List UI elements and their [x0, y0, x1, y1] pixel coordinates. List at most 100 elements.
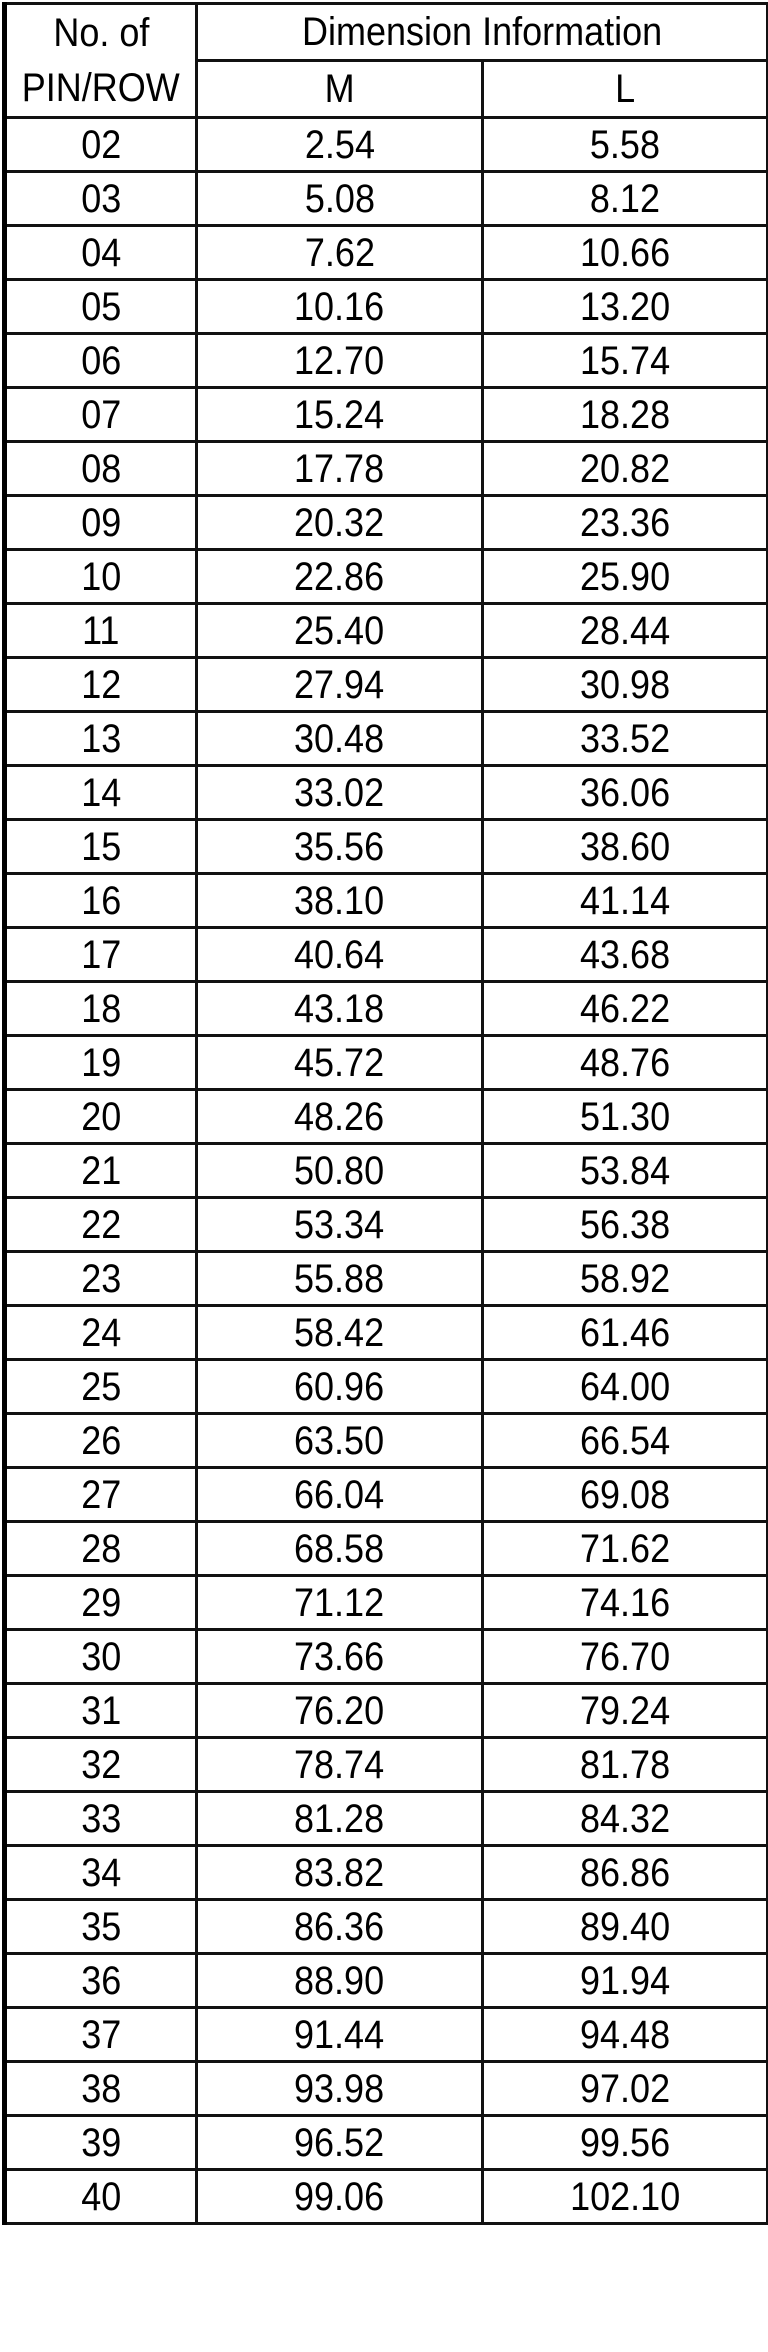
cell-m-value: 60.96	[294, 1364, 385, 1409]
cell-l-value: 46.22	[579, 986, 671, 1031]
cell-l-value: 23.36	[579, 500, 671, 545]
cell-pins-value: 33	[80, 1796, 122, 1841]
table-row: 21 50.80 53.84	[3, 1142, 768, 1199]
cell-l: 20.82	[481, 440, 768, 497]
cell-m-value: 88.90	[294, 1958, 385, 2003]
cell-m-value: 5.08	[304, 176, 375, 221]
cell-l-value: 102.10	[569, 2174, 681, 2219]
cell-l-value: 61.46	[579, 1310, 671, 1355]
header-pin-row-2: PIN/ROW	[3, 60, 198, 119]
cell-pins: 19	[3, 1034, 198, 1091]
cell-l: 15.74	[481, 332, 768, 389]
cell-pins-value: 14	[80, 770, 122, 815]
cell-m: 78.74	[195, 1736, 484, 1793]
cell-m-value: 63.50	[294, 1418, 385, 1463]
cell-m: 93.98	[195, 2060, 484, 2117]
table-row: 15 35.56 38.60	[3, 818, 768, 875]
cell-m-value: 81.28	[294, 1796, 385, 1841]
cell-l-value: 25.90	[579, 554, 671, 599]
cell-pins-value: 37	[80, 2012, 122, 2057]
cell-pins: 36	[3, 1952, 198, 2009]
cell-l-value: 79.24	[579, 1688, 671, 1733]
header-row-1: No. of Dimension Information	[3, 2, 768, 62]
cell-pins-value: 08	[80, 446, 122, 491]
cell-m-value: 2.54	[304, 122, 375, 167]
cell-l: 81.78	[481, 1736, 768, 1793]
table-row: 29 71.12 74.16	[3, 1574, 768, 1631]
cell-l-value: 41.14	[579, 878, 671, 923]
cell-pins: 40	[3, 2168, 198, 2225]
table-row: 34 83.82 86.86	[3, 1844, 768, 1901]
cell-pins: 29	[3, 1574, 198, 1631]
table-row: 28 68.58 71.62	[3, 1520, 768, 1577]
cell-pins-value: 05	[80, 284, 122, 329]
cell-m: 88.90	[195, 1952, 484, 2009]
cell-m: 38.10	[195, 872, 484, 929]
cell-l: 30.98	[481, 656, 768, 713]
cell-m-value: 83.82	[294, 1850, 385, 1895]
cell-l-value: 84.32	[579, 1796, 671, 1841]
cell-pins-value: 16	[80, 878, 122, 923]
cell-m-value: 20.32	[294, 500, 385, 545]
cell-m: 58.42	[195, 1304, 484, 1361]
cell-pins: 39	[3, 2114, 198, 2171]
cell-m-value: 12.70	[294, 338, 385, 383]
cell-pins: 17	[3, 926, 198, 983]
table-row: 37 91.44 94.48	[3, 2006, 768, 2063]
cell-l-value: 38.60	[579, 824, 671, 869]
cell-m-value: 71.12	[294, 1580, 385, 1625]
cell-pins: 21	[3, 1142, 198, 1199]
table-row: 19 45.72 48.76	[3, 1034, 768, 1091]
table-row: 11 25.40 28.44	[3, 602, 768, 659]
cell-l-value: 33.52	[579, 716, 671, 761]
cell-l-value: 10.66	[579, 230, 671, 275]
cell-pins-value: 29	[80, 1580, 122, 1625]
cell-m: 76.20	[195, 1682, 484, 1739]
table-row: 27 66.04 69.08	[3, 1466, 768, 1523]
cell-l: 102.10	[481, 2168, 768, 2225]
cell-m: 17.78	[195, 440, 484, 497]
cell-m: 68.58	[195, 1520, 484, 1577]
cell-pins-value: 28	[80, 1526, 122, 1571]
cell-l: 23.36	[481, 494, 768, 551]
table-row: 38 93.98 97.02	[3, 2060, 768, 2117]
cell-pins-value: 23	[80, 1256, 122, 1301]
cell-m-value: 99.06	[294, 2174, 385, 2219]
cell-m: 96.52	[195, 2114, 484, 2171]
cell-l: 64.00	[481, 1358, 768, 1415]
cell-m: 55.88	[195, 1250, 484, 1307]
cell-l-value: 74.16	[579, 1580, 671, 1625]
cell-m: 27.94	[195, 656, 484, 713]
cell-m-value: 50.80	[294, 1148, 385, 1193]
cell-l: 48.76	[481, 1034, 768, 1091]
cell-pins-value: 12	[80, 662, 122, 707]
table-row: 14 33.02 36.06	[3, 764, 768, 821]
cell-pins: 09	[3, 494, 198, 551]
cell-m-value: 15.24	[294, 392, 385, 437]
cell-l-value: 76.70	[579, 1634, 671, 1679]
cell-m-value: 17.78	[294, 446, 385, 491]
cell-m: 15.24	[195, 386, 484, 443]
table-row: 12 27.94 30.98	[3, 656, 768, 713]
cell-l-value: 81.78	[579, 1742, 671, 1787]
cell-pins: 37	[3, 2006, 198, 2063]
cell-l-value: 20.82	[579, 446, 671, 491]
table-row: 02 2.54 5.58	[3, 116, 768, 173]
cell-l: 97.02	[481, 2060, 768, 2117]
header-dimension-information: Dimension Information	[195, 2, 768, 62]
cell-m-value: 45.72	[294, 1040, 385, 1085]
header-pin-row: No. of	[3, 2, 198, 61]
cell-pins-value: 34	[80, 1850, 122, 1895]
cell-m: 83.82	[195, 1844, 484, 1901]
cell-pins-value: 09	[80, 500, 122, 545]
table-row: 16 38.10 41.14	[3, 872, 768, 929]
cell-m: 20.32	[195, 494, 484, 551]
table-row: 31 76.20 79.24	[3, 1682, 768, 1739]
cell-pins-value: 26	[80, 1418, 122, 1463]
header-row-2: PIN/ROW M L	[3, 59, 768, 119]
cell-pins: 02	[3, 116, 198, 173]
cell-m: 12.70	[195, 332, 484, 389]
cell-pins-value: 07	[80, 392, 122, 437]
cell-pins: 35	[3, 1898, 198, 1955]
cell-pins: 27	[3, 1466, 198, 1523]
